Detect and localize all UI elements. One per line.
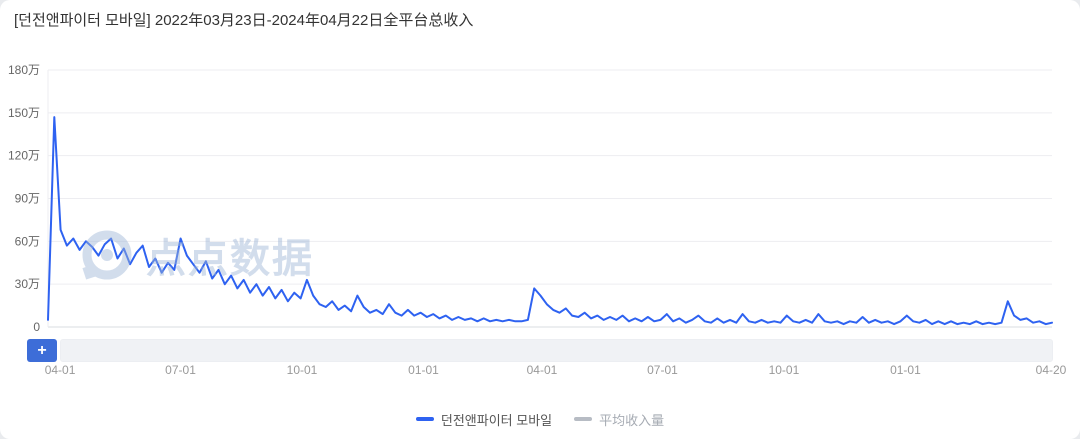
- x-tick-label: 01-01: [408, 363, 439, 377]
- x-tick-label: 10-01: [769, 363, 800, 377]
- x-tick-label: 04-20: [1036, 363, 1067, 377]
- legend-label-average-revenue: 平均收入量: [599, 412, 665, 428]
- legend-item-dnf-mobile[interactable]: 던전앤파이터 모바일: [415, 410, 553, 429]
- y-axis-labels: 0 30万 60万 90万 120万 150万 180万: [8, 63, 40, 334]
- legend-item-average-revenue[interactable]: 平均收入量: [574, 410, 664, 429]
- x-tick-label: 04-01: [45, 363, 76, 377]
- legend-label-dnf-mobile: 던전앤파이터 모바일: [440, 412, 553, 428]
- datazoom-slider[interactable]: [60, 339, 1053, 362]
- x-tick-label: 07-01: [647, 363, 678, 377]
- x-axis-labels: 04-01 07-01 10-01 01-01 04-01 07-01 10-01 01-01…: [45, 363, 1067, 377]
- legend-swatch-dnf-mobile: [415, 417, 434, 421]
- y-tick-label: 90万: [15, 192, 40, 206]
- zoom-in-button[interactable]: +: [27, 339, 57, 362]
- datazoom-control: +: [27, 339, 1053, 362]
- y-tick-label: 180万: [8, 63, 40, 77]
- gridlines: [47, 69, 1052, 328]
- x-tick-label: 07-01: [165, 363, 196, 377]
- y-tick-label: 120万: [8, 149, 40, 163]
- x-tick-label: 10-01: [287, 363, 318, 377]
- x-tick-label: 04-01: [527, 363, 558, 377]
- chart-title: [던전앤파이터 모바일] 2022年03月23日-2024年04月22日全平台总…: [14, 12, 474, 29]
- y-tick-label: 60万: [15, 234, 40, 248]
- y-tick-label: 150万: [8, 106, 40, 120]
- legend: 던전앤파이터 모바일 平均收入量: [0, 406, 1080, 432]
- x-tick-label: 01-01: [890, 363, 921, 377]
- y-tick-label: 30万: [15, 277, 40, 291]
- revenue-chart: 0 30万 60万 90万 120万 150万 180万 04-01 07-01 10-01 01…: [8, 63, 1067, 377]
- y-tick-label: 0: [33, 320, 40, 334]
- revenue-line: [47, 116, 1053, 326]
- legend-swatch-average-revenue: [574, 417, 593, 421]
